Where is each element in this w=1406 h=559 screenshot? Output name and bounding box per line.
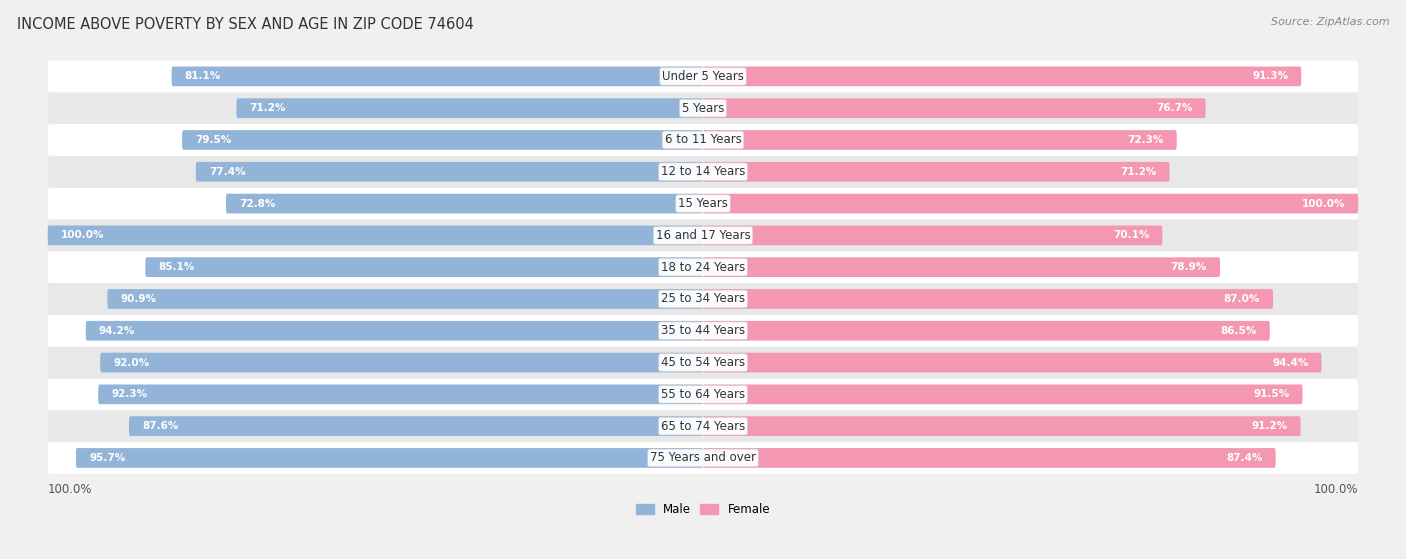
Text: 12 to 14 Years: 12 to 14 Years (661, 165, 745, 178)
Text: 72.8%: 72.8% (239, 198, 276, 209)
FancyBboxPatch shape (703, 321, 1270, 340)
Text: INCOME ABOVE POVERTY BY SEX AND AGE IN ZIP CODE 74604: INCOME ABOVE POVERTY BY SEX AND AGE IN Z… (17, 17, 474, 32)
FancyBboxPatch shape (129, 416, 703, 436)
FancyBboxPatch shape (145, 257, 703, 277)
FancyBboxPatch shape (86, 321, 703, 340)
Text: 91.2%: 91.2% (1251, 421, 1288, 431)
Text: 75 Years and over: 75 Years and over (650, 452, 756, 465)
FancyBboxPatch shape (703, 416, 1301, 436)
FancyBboxPatch shape (48, 283, 1358, 315)
FancyBboxPatch shape (48, 251, 1358, 283)
Text: 65 to 74 Years: 65 to 74 Years (661, 420, 745, 433)
FancyBboxPatch shape (703, 67, 1301, 86)
FancyBboxPatch shape (48, 60, 1358, 92)
Text: 76.7%: 76.7% (1156, 103, 1192, 113)
FancyBboxPatch shape (226, 194, 703, 214)
FancyBboxPatch shape (172, 67, 703, 86)
Text: 70.1%: 70.1% (1112, 230, 1149, 240)
Text: 95.7%: 95.7% (89, 453, 125, 463)
Text: 35 to 44 Years: 35 to 44 Years (661, 324, 745, 337)
FancyBboxPatch shape (703, 257, 1220, 277)
Text: 5 Years: 5 Years (682, 102, 724, 115)
FancyBboxPatch shape (48, 156, 1358, 188)
FancyBboxPatch shape (107, 289, 703, 309)
Text: 79.5%: 79.5% (195, 135, 232, 145)
Text: 90.9%: 90.9% (121, 294, 156, 304)
FancyBboxPatch shape (48, 410, 1358, 442)
Text: 81.1%: 81.1% (184, 72, 221, 82)
FancyBboxPatch shape (48, 124, 1358, 156)
FancyBboxPatch shape (48, 92, 1358, 124)
FancyBboxPatch shape (703, 130, 1177, 150)
Text: 15 Years: 15 Years (678, 197, 728, 210)
FancyBboxPatch shape (703, 162, 1170, 182)
FancyBboxPatch shape (195, 162, 703, 182)
FancyBboxPatch shape (703, 289, 1272, 309)
Text: 45 to 54 Years: 45 to 54 Years (661, 356, 745, 369)
Text: 91.5%: 91.5% (1253, 390, 1289, 399)
Text: 71.2%: 71.2% (250, 103, 285, 113)
Text: 92.3%: 92.3% (111, 390, 148, 399)
Text: 100.0%: 100.0% (1302, 198, 1346, 209)
Text: 94.4%: 94.4% (1272, 358, 1309, 368)
Text: 94.2%: 94.2% (98, 326, 135, 336)
Text: Under 5 Years: Under 5 Years (662, 70, 744, 83)
FancyBboxPatch shape (76, 448, 703, 468)
FancyBboxPatch shape (100, 353, 703, 372)
FancyBboxPatch shape (703, 385, 1302, 404)
Text: 72.3%: 72.3% (1128, 135, 1164, 145)
FancyBboxPatch shape (703, 353, 1322, 372)
Text: 87.0%: 87.0% (1223, 294, 1260, 304)
FancyBboxPatch shape (183, 130, 703, 150)
Text: 77.4%: 77.4% (209, 167, 246, 177)
Text: 87.6%: 87.6% (142, 421, 179, 431)
FancyBboxPatch shape (703, 98, 1205, 118)
Text: 86.5%: 86.5% (1220, 326, 1257, 336)
Text: 6 to 11 Years: 6 to 11 Years (665, 134, 741, 146)
Text: 18 to 24 Years: 18 to 24 Years (661, 260, 745, 274)
Text: Source: ZipAtlas.com: Source: ZipAtlas.com (1271, 17, 1389, 27)
FancyBboxPatch shape (236, 98, 703, 118)
Text: 100.0%: 100.0% (1313, 483, 1358, 496)
Text: 85.1%: 85.1% (159, 262, 195, 272)
FancyBboxPatch shape (48, 315, 1358, 347)
FancyBboxPatch shape (48, 347, 1358, 378)
Text: 71.2%: 71.2% (1121, 167, 1156, 177)
FancyBboxPatch shape (48, 378, 1358, 410)
Text: 100.0%: 100.0% (48, 483, 93, 496)
FancyBboxPatch shape (98, 385, 703, 404)
Text: 92.0%: 92.0% (114, 358, 149, 368)
Text: 91.3%: 91.3% (1251, 72, 1288, 82)
FancyBboxPatch shape (703, 225, 1163, 245)
Text: 87.4%: 87.4% (1226, 453, 1263, 463)
FancyBboxPatch shape (48, 188, 1358, 220)
Text: 100.0%: 100.0% (60, 230, 104, 240)
FancyBboxPatch shape (48, 220, 1358, 251)
Text: 25 to 34 Years: 25 to 34 Years (661, 292, 745, 305)
FancyBboxPatch shape (703, 194, 1358, 214)
FancyBboxPatch shape (48, 442, 1358, 474)
Legend: Male, Female: Male, Female (631, 499, 775, 521)
Text: 55 to 64 Years: 55 to 64 Years (661, 388, 745, 401)
Text: 78.9%: 78.9% (1171, 262, 1206, 272)
Text: 16 and 17 Years: 16 and 17 Years (655, 229, 751, 242)
FancyBboxPatch shape (48, 225, 703, 245)
FancyBboxPatch shape (703, 448, 1275, 468)
